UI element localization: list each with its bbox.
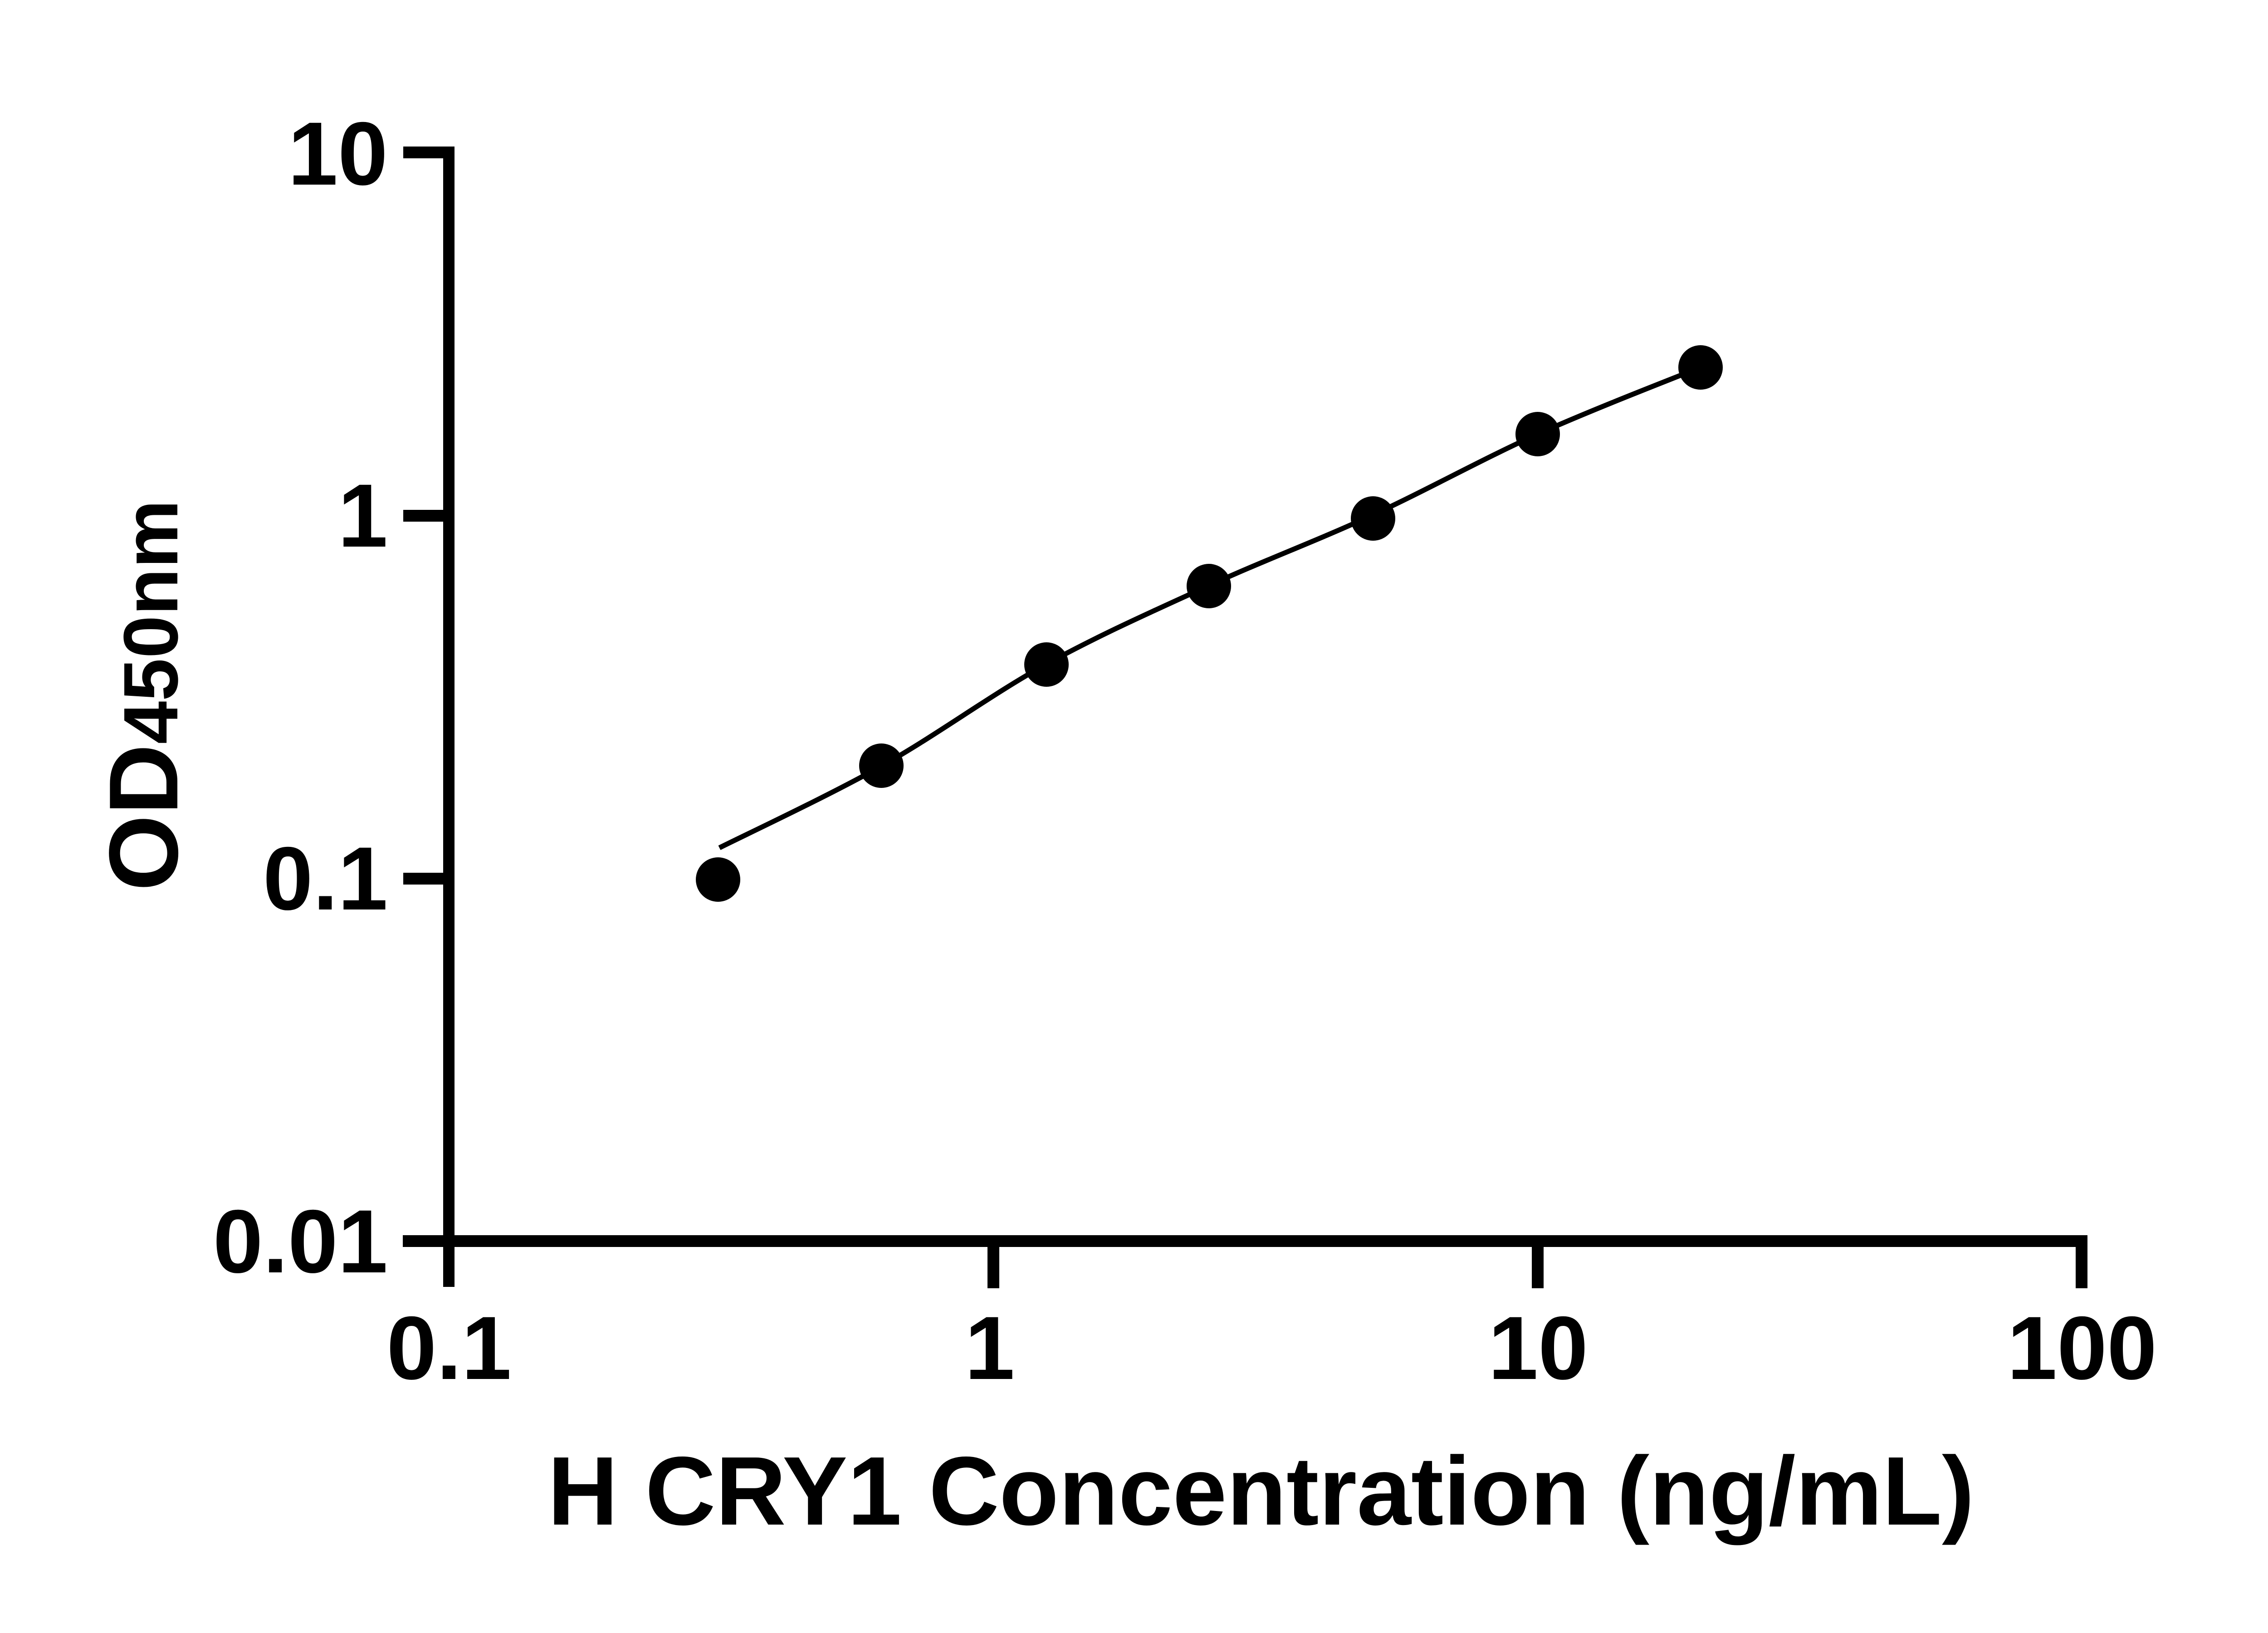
svg-text:10: 10 (288, 103, 388, 204)
svg-text:0.01: 0.01 (213, 1191, 388, 1291)
svg-text:1: 1 (338, 465, 388, 566)
svg-text:H CRY1 Concentration (ng/mL): H CRY1 Concentration (ng/mL) (547, 1436, 1974, 1545)
svg-text:OD450nm: OD450nm (88, 500, 198, 891)
svg-text:0.1: 0.1 (386, 1298, 511, 1398)
svg-text:1: 1 (965, 1298, 1015, 1398)
svg-text:100: 100 (2007, 1298, 2157, 1398)
svg-text:0.1: 0.1 (263, 828, 388, 929)
svg-text:10: 10 (1488, 1298, 1588, 1398)
